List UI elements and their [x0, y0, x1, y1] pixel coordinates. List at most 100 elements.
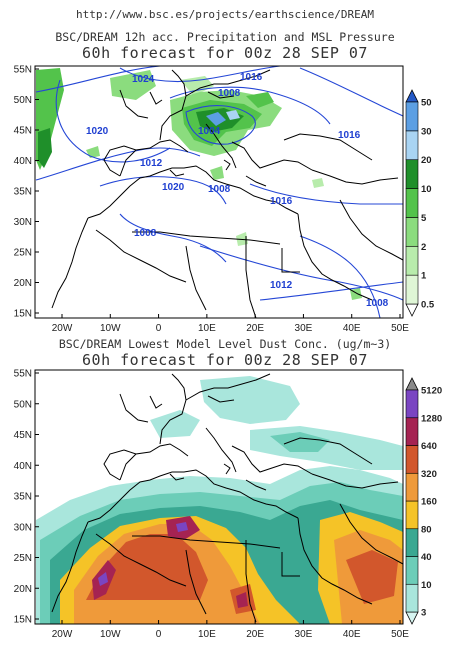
colorbar-bottom-arrow: [405, 611, 419, 625]
colorbar-label: 10: [421, 580, 432, 591]
colorbar-segment: [405, 389, 419, 419]
lat-tick-label: 50N: [14, 399, 32, 410]
lon-tick-label: 30E: [295, 629, 313, 640]
lat-tick-label: 35N: [14, 187, 32, 198]
isobar-label: 1016: [240, 72, 263, 83]
lat-tick-label: 40N: [14, 461, 32, 472]
colorbar-segment: [405, 101, 419, 132]
lat-tick-label: 55N: [14, 369, 32, 380]
isobars: [35, 66, 403, 318]
lat-tick-label: 15N: [14, 309, 32, 320]
dust-coastlines: [51, 373, 403, 623]
lat-tick-label: 25N: [14, 248, 32, 259]
lon-tick-label: 50E: [391, 323, 409, 334]
colorbar-label: 10: [421, 184, 432, 195]
colorbar-label: 50: [421, 98, 432, 109]
colorbar-segment: [405, 188, 419, 218]
lon-tick-label: 20E: [246, 629, 264, 640]
colorbar-label: 640: [421, 441, 437, 452]
panel1-title: BSC/DREAM 12h acc. Precipitation and MSL…: [55, 30, 395, 44]
lat-tick-label: 20N: [14, 278, 32, 289]
lon-tick-label: 10W: [100, 629, 121, 640]
lon-tick-label: 10W: [100, 323, 121, 334]
colorbar-segment: [405, 583, 419, 613]
lat-tick-label: 35N: [14, 492, 32, 503]
dust-map: [34, 369, 404, 625]
isobar-label: 1008: [134, 228, 157, 239]
lon-tick-label: 50E: [391, 629, 409, 640]
lat-tick-label: 50N: [14, 95, 32, 106]
colorbar-label: 5120: [421, 386, 442, 397]
panel2-subtitle: 60h forecast for 00z 28 SEP 07: [82, 351, 368, 369]
colorbar-label: 1: [421, 271, 427, 282]
precip-colorbar: 0.5 1 2 5 10 20 30 50: [405, 89, 435, 317]
isobar-label: 1008: [366, 298, 389, 309]
isobar-label: 1016: [338, 130, 361, 141]
lon-tick-label: 20W: [52, 629, 73, 640]
lon-tick-label: 20E: [246, 323, 264, 334]
colorbar-label: 20: [421, 155, 432, 166]
colorbar-segment: [405, 159, 419, 189]
dust-colorbar: 3 10 40 80 160 320 640 1280 5120: [405, 377, 442, 625]
isobar-label: 1016: [270, 196, 293, 207]
lat-tick-label: 15N: [14, 615, 32, 626]
lon-tick-label: 40E: [343, 629, 361, 640]
colorbar-bottom-arrow: [405, 303, 419, 317]
lat-tick-label: 20N: [14, 584, 32, 595]
colorbar-label: 5: [421, 213, 427, 224]
lon-tick-label: 10E: [198, 323, 216, 334]
colorbar-label: 40: [421, 552, 432, 563]
precip-shading: [36, 68, 362, 300]
colorbar-label: 1280: [421, 413, 442, 424]
dust-shading: [36, 376, 403, 624]
isobar-labels: 1024 1016 1008 1004 1020 1016 1012 1008 …: [86, 72, 389, 309]
colorbar-top-arrow: [405, 89, 419, 103]
isobar-label: 1008: [218, 88, 241, 99]
colorbar-top-arrow: [405, 377, 419, 391]
lon-tick-label: 0: [156, 323, 162, 334]
colorbar-segment: [405, 245, 419, 276]
isobar-label: 1020: [162, 182, 185, 193]
map-axes: 15N 20N 25N 30N 35N 40N 45N 50N 55N 20W 10W 0 10E 20E…: [14, 65, 410, 641]
isobar-label: 1012: [140, 158, 163, 169]
lat-tick-label: 25N: [14, 553, 32, 564]
colorbar-label: 320: [421, 469, 437, 480]
isobar-label: 1012: [270, 280, 293, 291]
isobar-label: 1004: [198, 126, 221, 137]
source-url: http://www.bsc.es/projects/earthscience/…: [75, 8, 374, 21]
lat-tick-label: 45N: [14, 126, 32, 137]
colorbar-label: 80: [421, 524, 432, 535]
colorbar-segment: [405, 217, 419, 247]
colorbar-label: 160: [421, 497, 437, 508]
colorbar-segment: [405, 445, 419, 474]
colorbar-label: 2: [421, 242, 426, 253]
lat-tick-label: 30N: [14, 522, 32, 533]
colorbar-segment: [405, 556, 419, 585]
lon-tick-label: 30E: [295, 323, 313, 334]
colorbar-segment: [405, 472, 419, 502]
lon-tick-label: 10E: [198, 629, 216, 640]
colorbar-label: 3: [421, 608, 426, 619]
isobar-label: 1024: [132, 74, 155, 85]
colorbar-segment: [405, 528, 419, 557]
lon-tick-label: 20W: [52, 323, 73, 334]
colorbar-label: 0.5: [421, 300, 435, 311]
lat-tick-label: 40N: [14, 156, 32, 167]
lat-tick-label: 55N: [14, 65, 32, 76]
coastlines: [51, 69, 403, 318]
colorbar-segment: [405, 274, 419, 305]
lon-tick-label: 40E: [343, 323, 361, 334]
colorbar-segment: [405, 417, 419, 446]
colorbar-label: 30: [421, 126, 432, 137]
precip-map: 1024 1016 1008 1004 1020 1016 1012 1008 …: [34, 65, 404, 319]
lat-tick-label: 30N: [14, 217, 32, 228]
lat-tick-label: 45N: [14, 430, 32, 441]
lon-tick-label: 0: [156, 629, 162, 640]
isobar-label: 1008: [208, 184, 231, 195]
colorbar-segment: [405, 130, 419, 161]
colorbar-segment: [405, 500, 419, 530]
isobar-label: 1020: [86, 126, 109, 137]
panel1-subtitle: 60h forecast for 00z 28 SEP 07: [82, 44, 368, 62]
panel2-title: BSC/DREAM Lowest Model Level Dust Conc. …: [58, 337, 392, 351]
